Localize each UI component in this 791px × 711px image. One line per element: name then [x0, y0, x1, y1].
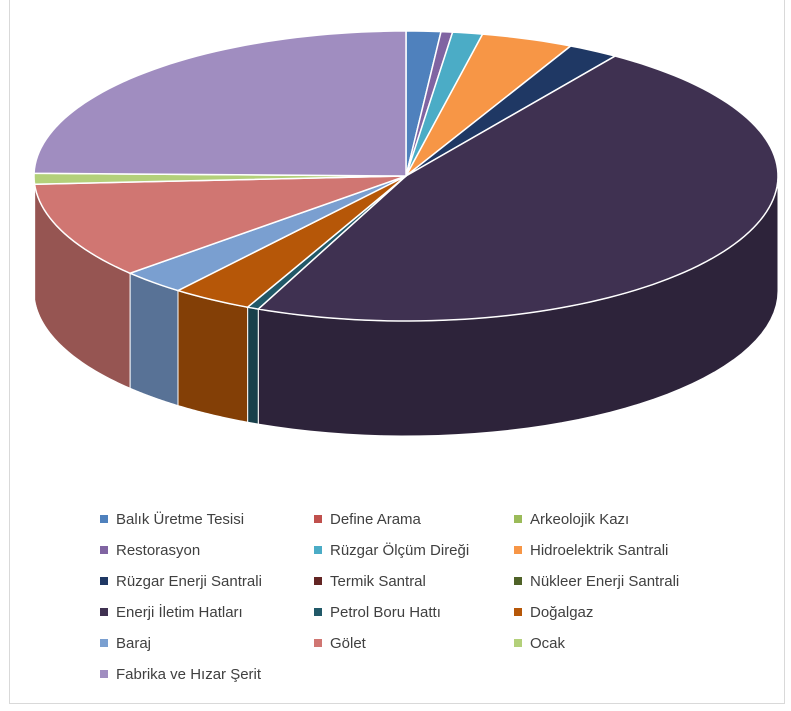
legend-swatch — [314, 546, 322, 554]
legend-label: Define Arama — [330, 510, 421, 528]
slice-baraj — [127, 175, 407, 292]
legend-swatch — [314, 515, 322, 523]
legend-swatch — [514, 577, 522, 585]
legend-swatch — [314, 577, 322, 585]
legend-label: Rüzgar Ölçüm Direği — [330, 541, 470, 559]
legend-item-fabrika-ve-hizar-serit: Fabrika ve Hızar Şerit — [100, 663, 314, 685]
slice-dogalgaz — [175, 175, 407, 309]
legend-label: Balık Üretme Tesisi — [116, 510, 245, 528]
legend-swatch — [314, 608, 322, 616]
slice-side-dogalgaz — [177, 289, 249, 423]
legend-label: Ocak — [530, 634, 566, 652]
slice-hidroelektrik-santrali — [405, 33, 573, 177]
legend-swatch — [100, 639, 108, 647]
legend-item-ocak: Ocak — [514, 632, 754, 654]
legend-label: Fabrika ve Hızar Şerit — [116, 665, 262, 683]
legend-item-nukleer-enerji-santrali: Nükleer Enerji Santrali — [514, 570, 754, 592]
legend: Balık Üretme Tesisi Define Arama Arkeoloji… — [100, 508, 760, 685]
slice-side-petrol-boru-hatti — [247, 306, 259, 425]
slice-fabrika-ve-hizar-serit — [33, 30, 407, 177]
legend-swatch — [514, 608, 522, 616]
legend-label: Gölet — [330, 634, 366, 652]
slice-side-baraj — [129, 272, 179, 407]
legend-label: Hidroelektrik Santrali — [530, 541, 669, 559]
legend-item-enerji-iletim-hatlari: Enerji İletim Hatları — [100, 601, 314, 623]
legend-label: Rüzgar Enerji Santrali — [116, 572, 262, 590]
legend-swatch — [100, 670, 108, 678]
pie-chart — [33, 30, 779, 437]
legend-item-arkeolojik-kazi: Arkeolojik Kazı — [514, 508, 754, 530]
slice-side-ocak — [33, 176, 36, 300]
legend-item-baraj: Baraj — [100, 632, 314, 654]
legend-label: Enerji İletim Hatları — [116, 603, 243, 621]
legend-swatch — [100, 515, 108, 523]
chart-frame: Balık Üretme Tesisi Define Arama Arkeoloji… — [9, 0, 785, 704]
legend-item-ruzgar-olcum-diregi: Rüzgar Ölçüm Direği — [314, 539, 514, 561]
legend-label: Nükleer Enerji Santrali — [530, 572, 680, 590]
legend-label: Arkeolojik Kazı — [530, 510, 630, 528]
legend-label: Restorasyon — [116, 541, 201, 559]
slice-enerji-iletim-hatlari — [256, 55, 779, 322]
legend-item-termik-santral: Termik Santral — [314, 570, 514, 592]
legend-label: Petrol Boru Hattı — [330, 603, 441, 621]
legend-swatch — [514, 639, 522, 647]
legend-swatch — [514, 515, 522, 523]
legend-swatch — [100, 577, 108, 585]
pie-tops — [33, 30, 779, 322]
legend-item-balik-uretme-tesisi: Balık Üretme Tesisi — [100, 508, 314, 530]
legend-label: Doğalgaz — [530, 603, 594, 621]
legend-item-ruzgar-enerji-santrali: Rüzgar Enerji Santrali — [100, 570, 314, 592]
slice-golet — [33, 175, 407, 275]
legend-label: Baraj — [116, 634, 152, 652]
legend-label: Termik Santral — [330, 572, 426, 590]
legend-item-golet: Gölet — [314, 632, 514, 654]
legend-item-dogalgaz: Doğalgaz — [514, 601, 754, 623]
legend-swatch — [314, 639, 322, 647]
legend-swatch — [514, 546, 522, 554]
legend-item-define-arama: Define Arama — [314, 508, 514, 530]
legend-item-restorasyon: Restorasyon — [100, 539, 314, 561]
legend-swatch — [100, 546, 108, 554]
legend-item-petrol-boru-hatti: Petrol Boru Hattı — [314, 601, 514, 623]
slice-ruzgar-enerji-santrali — [405, 45, 618, 177]
legend-item-hidroelektrik-santrali: Hidroelektrik Santrali — [514, 539, 754, 561]
legend-swatch — [100, 608, 108, 616]
